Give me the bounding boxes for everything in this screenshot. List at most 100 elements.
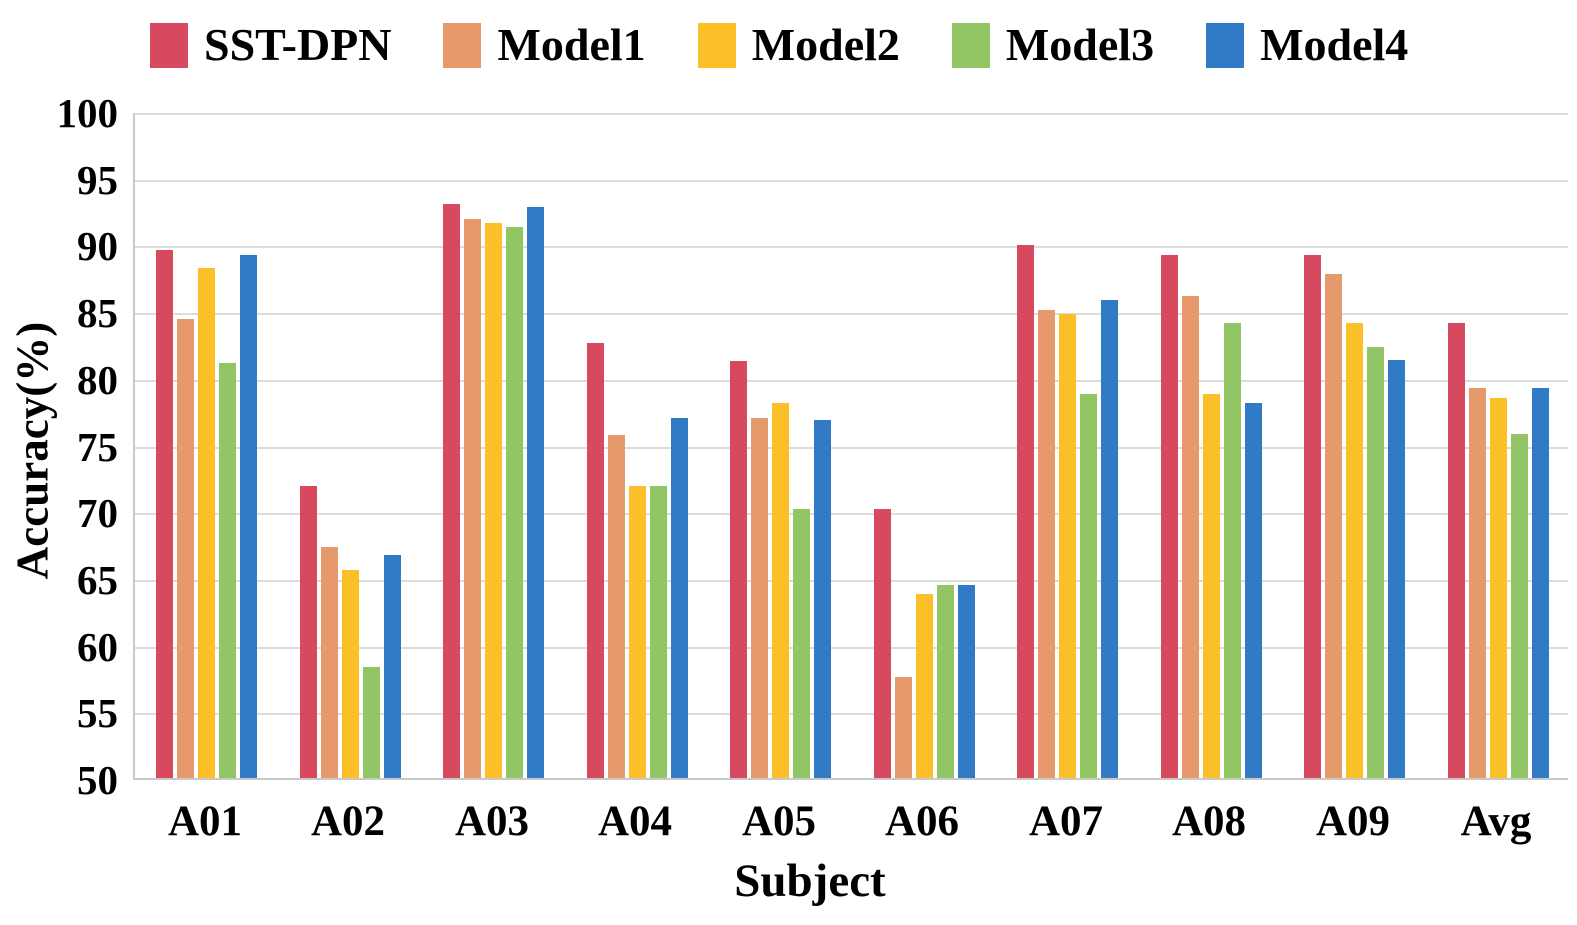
bar-model3-a03	[506, 227, 523, 778]
gridline-65	[135, 580, 1568, 582]
bar-model2-a08	[1203, 394, 1220, 778]
bar-model4-a02	[384, 555, 401, 778]
y-tick-label-60: 60	[77, 624, 118, 670]
legend-item-model2: Model2	[697, 19, 900, 70]
bar-group-a06	[874, 509, 975, 778]
bar-model3-a06	[937, 585, 954, 778]
x-tick-label-a01: A01	[167, 798, 243, 845]
bar-group-a05	[730, 361, 831, 778]
y-tick-label-100: 100	[56, 90, 119, 136]
x-tick-label-a09: A09	[1315, 798, 1391, 845]
bar-model4-a04	[671, 418, 688, 778]
bar-model1-a03	[464, 219, 481, 778]
x-tick-label-a03: A03	[454, 798, 530, 845]
legend-swatch-icon	[443, 22, 482, 68]
legend-label: Model1	[497, 19, 646, 70]
x-tick-label-a06: A06	[884, 798, 960, 845]
bar-model2-a03	[485, 223, 502, 778]
bar-sst-dpn-avg	[1448, 323, 1465, 778]
y-tick-label-95: 95	[77, 157, 118, 203]
plot-area	[133, 113, 1568, 780]
bar-sst-dpn-a02	[300, 486, 317, 778]
bar-model2-a02	[342, 570, 359, 778]
gridline-100	[135, 113, 1568, 115]
legend-label: Model3	[1005, 19, 1155, 70]
legend-swatch-icon	[697, 22, 736, 68]
x-tick-label-a04: A04	[597, 798, 673, 845]
x-tick-label-a05: A05	[741, 798, 817, 845]
x-tick-label-avg: Avg	[1460, 798, 1532, 845]
y-tick-label-55: 55	[77, 690, 118, 736]
bar-sst-dpn-a07	[1017, 245, 1034, 778]
y-tick-label-80: 80	[77, 357, 118, 403]
bar-group-a08	[1161, 255, 1262, 778]
bar-model2-a01	[198, 268, 215, 778]
legend-swatch-icon	[1206, 22, 1245, 68]
bar-model1-a04	[608, 435, 625, 778]
x-tick-label-a02: A02	[310, 798, 386, 845]
legend-item-model1: Model1	[443, 19, 646, 70]
bar-group-a07	[1017, 245, 1118, 778]
bar-model2-a04	[629, 486, 646, 778]
legend-swatch-icon	[150, 22, 188, 68]
bar-group-a09	[1304, 255, 1405, 778]
bar-model1-a05	[751, 418, 768, 778]
bar-model2-a05	[772, 403, 789, 778]
bar-model3-a04	[650, 486, 667, 778]
legend-label: SST-DPN	[204, 19, 392, 70]
y-tick-label-85: 85	[77, 290, 118, 336]
legend-item-model3: Model3	[951, 19, 1155, 70]
bar-model1-a09	[1325, 274, 1342, 778]
gridline-55	[135, 713, 1568, 715]
gridline-95	[135, 180, 1568, 182]
y-tick-label-90: 90	[77, 223, 118, 269]
bar-model3-a08	[1224, 323, 1241, 778]
x-tick-label-a08: A08	[1171, 798, 1247, 845]
legend-item-model4: Model4	[1206, 22, 1408, 68]
bar-model1-a02	[321, 547, 338, 778]
bar-model4-a03	[527, 207, 544, 778]
bar-sst-dpn-a09	[1304, 255, 1321, 778]
bar-model3-a07	[1080, 394, 1097, 778]
gridline-85	[135, 313, 1568, 315]
bar-model2-avg	[1490, 398, 1507, 778]
x-tick-label-a07: A07	[1028, 798, 1104, 845]
bar-group-a04	[587, 343, 688, 778]
gridline-90	[135, 246, 1568, 248]
bar-model4-a08	[1245, 403, 1262, 778]
bar-model3-a05	[793, 509, 810, 778]
y-tick-label-65: 65	[77, 557, 118, 603]
bar-model1-a01	[177, 319, 194, 778]
legend-label: Model2	[751, 19, 900, 70]
bar-model4-avg	[1532, 388, 1549, 778]
legend-label: Model4	[1260, 19, 1409, 70]
bar-model3-a09	[1367, 347, 1384, 778]
bar-sst-dpn-a08	[1161, 255, 1178, 778]
bar-model4-a06	[958, 585, 975, 778]
bar-model3-a01	[219, 363, 236, 778]
y-tick-label-75: 75	[77, 424, 118, 470]
gridline-70	[135, 513, 1568, 515]
bar-group-avg	[1448, 323, 1549, 778]
legend-item-sst-dpn: SST-DPN	[150, 22, 391, 68]
bar-model4-a09	[1388, 360, 1405, 778]
bar-model2-a07	[1059, 314, 1076, 778]
bar-group-a03	[443, 204, 544, 778]
bar-model3-avg	[1511, 434, 1528, 778]
bar-model1-a07	[1038, 310, 1055, 778]
bar-model1-avg	[1469, 388, 1486, 778]
bar-group-a02	[300, 486, 401, 778]
bar-sst-dpn-a01	[156, 250, 173, 778]
gridline-75	[135, 447, 1568, 449]
gridline-60	[135, 647, 1568, 649]
bar-model3-a02	[363, 667, 380, 778]
bar-model4-a07	[1101, 300, 1118, 778]
bar-sst-dpn-a06	[874, 509, 891, 778]
y-tick-label-70: 70	[77, 490, 118, 536]
legend-swatch-icon	[951, 22, 990, 68]
gridline-80	[135, 380, 1568, 382]
x-axis-title: Subject	[734, 855, 886, 907]
bar-model4-a01	[240, 255, 257, 778]
bar-model4-a05	[814, 420, 831, 778]
y-tick-label-50: 50	[77, 757, 118, 803]
